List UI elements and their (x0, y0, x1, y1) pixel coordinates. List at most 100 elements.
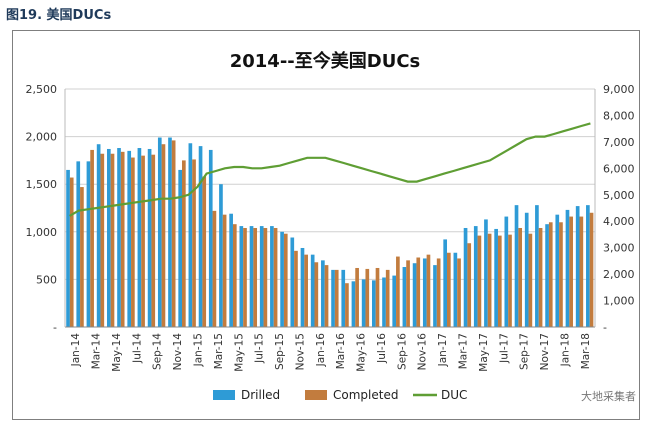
bar-drilled (545, 224, 549, 327)
y-left-tick-label: 500 (36, 273, 57, 286)
x-tick-label: Mar-18 (580, 333, 592, 369)
bar-completed (294, 250, 298, 327)
line-series (69, 122, 591, 217)
x-tick-label: May-15 (233, 333, 245, 372)
chart-title: 2014--至今美国DUCs (230, 50, 421, 72)
bar-drilled (178, 169, 183, 327)
bar-completed (131, 157, 135, 327)
bar-completed (304, 254, 308, 327)
legend-swatch (213, 390, 235, 400)
bar-completed (365, 268, 370, 327)
bar-completed (232, 224, 237, 327)
axes: - 500 1,000 1,500 2,000 2,500 - 1,000 2,000 3,000… (26, 83, 635, 372)
duc-line (69, 122, 591, 217)
bar-drilled (219, 184, 223, 327)
bar-drilled (137, 148, 142, 327)
x-tick-label: Mar-16 (335, 333, 347, 370)
bar-completed (579, 216, 584, 327)
chart-frame: 2014--至今美国DUCs -500 1,000 1,500 2,000 2,500-… (12, 30, 640, 420)
bar-drilled (168, 137, 172, 327)
bar-drilled (371, 280, 376, 327)
bar-drilled (270, 226, 274, 327)
bar-completed (518, 227, 523, 327)
bar-drilled (66, 169, 70, 327)
bar-drilled (127, 150, 132, 327)
bar-drilled (321, 260, 325, 327)
bar-drilled (422, 258, 427, 327)
y-right-tick-label: 1,000 (603, 295, 635, 308)
bar-completed (436, 258, 441, 327)
bar-drilled (412, 263, 417, 327)
bar-completed (120, 151, 125, 327)
bar-drilled (392, 275, 397, 327)
bar-series (66, 137, 594, 327)
bar-completed (222, 214, 227, 327)
bar-completed (345, 283, 349, 327)
bar-drilled (433, 265, 437, 327)
figure-label: 图19. 美国DUCs (6, 8, 112, 23)
bar-drilled (484, 219, 488, 327)
y-right-tick-label: 5,000 (603, 189, 635, 202)
x-tick-label: Jan-18 (559, 333, 571, 367)
bar-drilled (473, 226, 478, 327)
bar-completed (314, 262, 319, 327)
bar-drilled (524, 212, 529, 327)
bar-drilled (280, 231, 284, 327)
chart: 2014--至今美国DUCs -5001,0001,5002,0002,500-… (26, 50, 635, 402)
x-tick-label: Jul-17 (498, 333, 510, 364)
bar-drilled (106, 148, 111, 327)
bar-completed (80, 187, 84, 327)
bar-completed (253, 227, 258, 327)
x-tick-label: Sep-17 (519, 333, 531, 370)
y-left-tick-label: 2,500 (26, 83, 58, 96)
bar-completed (426, 254, 431, 327)
bar-drilled (86, 161, 91, 327)
y-right-tick-label: 3,000 (603, 242, 635, 255)
bar-drilled (147, 148, 152, 327)
bar-drilled (351, 281, 356, 327)
bar-completed (182, 160, 186, 327)
bar-completed (161, 144, 166, 327)
bar-drilled (290, 237, 295, 327)
y-right-tick-label: - (603, 321, 607, 334)
x-tick-label: Sep-14 (152, 333, 164, 370)
bar-completed (69, 177, 74, 327)
bar-completed (548, 222, 553, 327)
x-tick-label: Mar-17 (458, 333, 470, 369)
bar-completed (538, 227, 543, 327)
x-tick-label: Jul-14 (131, 333, 143, 364)
x-tick-label: May-17 (478, 333, 490, 372)
bar-completed (589, 212, 594, 327)
bar-drilled (382, 277, 386, 327)
x-tick-label: Nov-17 (539, 333, 551, 370)
bar-drilled (208, 149, 213, 327)
bar-drilled (361, 279, 366, 327)
bar-drilled (188, 143, 193, 327)
x-tick-label: Jan-15 (193, 333, 205, 367)
watermark-text: 大地采集者 (581, 390, 636, 403)
bar-drilled (494, 228, 498, 327)
bar-drilled (229, 213, 233, 327)
bar-drilled (249, 226, 254, 327)
bar-completed (90, 149, 94, 327)
x-tick-label: Sep-16 (396, 333, 408, 370)
bar-completed (385, 269, 390, 327)
bar-completed (406, 260, 410, 327)
bar-drilled (300, 247, 305, 327)
y-right-tick-label: 4,000 (603, 215, 635, 228)
bar-drilled (96, 144, 101, 327)
bar-drilled (310, 254, 315, 327)
bar-completed (192, 159, 196, 327)
bar-drilled (575, 206, 580, 327)
legend-label: Completed (333, 388, 398, 402)
bar-drilled (453, 252, 458, 327)
legend-label: DUC (441, 388, 467, 402)
bar-drilled (402, 267, 407, 327)
bar-completed (273, 227, 278, 327)
bar-completed (528, 233, 533, 327)
bar-drilled (565, 209, 570, 327)
bar-drilled (586, 205, 590, 327)
bar-completed (447, 252, 451, 327)
bar-drilled (555, 214, 560, 327)
bar-completed (487, 233, 492, 327)
